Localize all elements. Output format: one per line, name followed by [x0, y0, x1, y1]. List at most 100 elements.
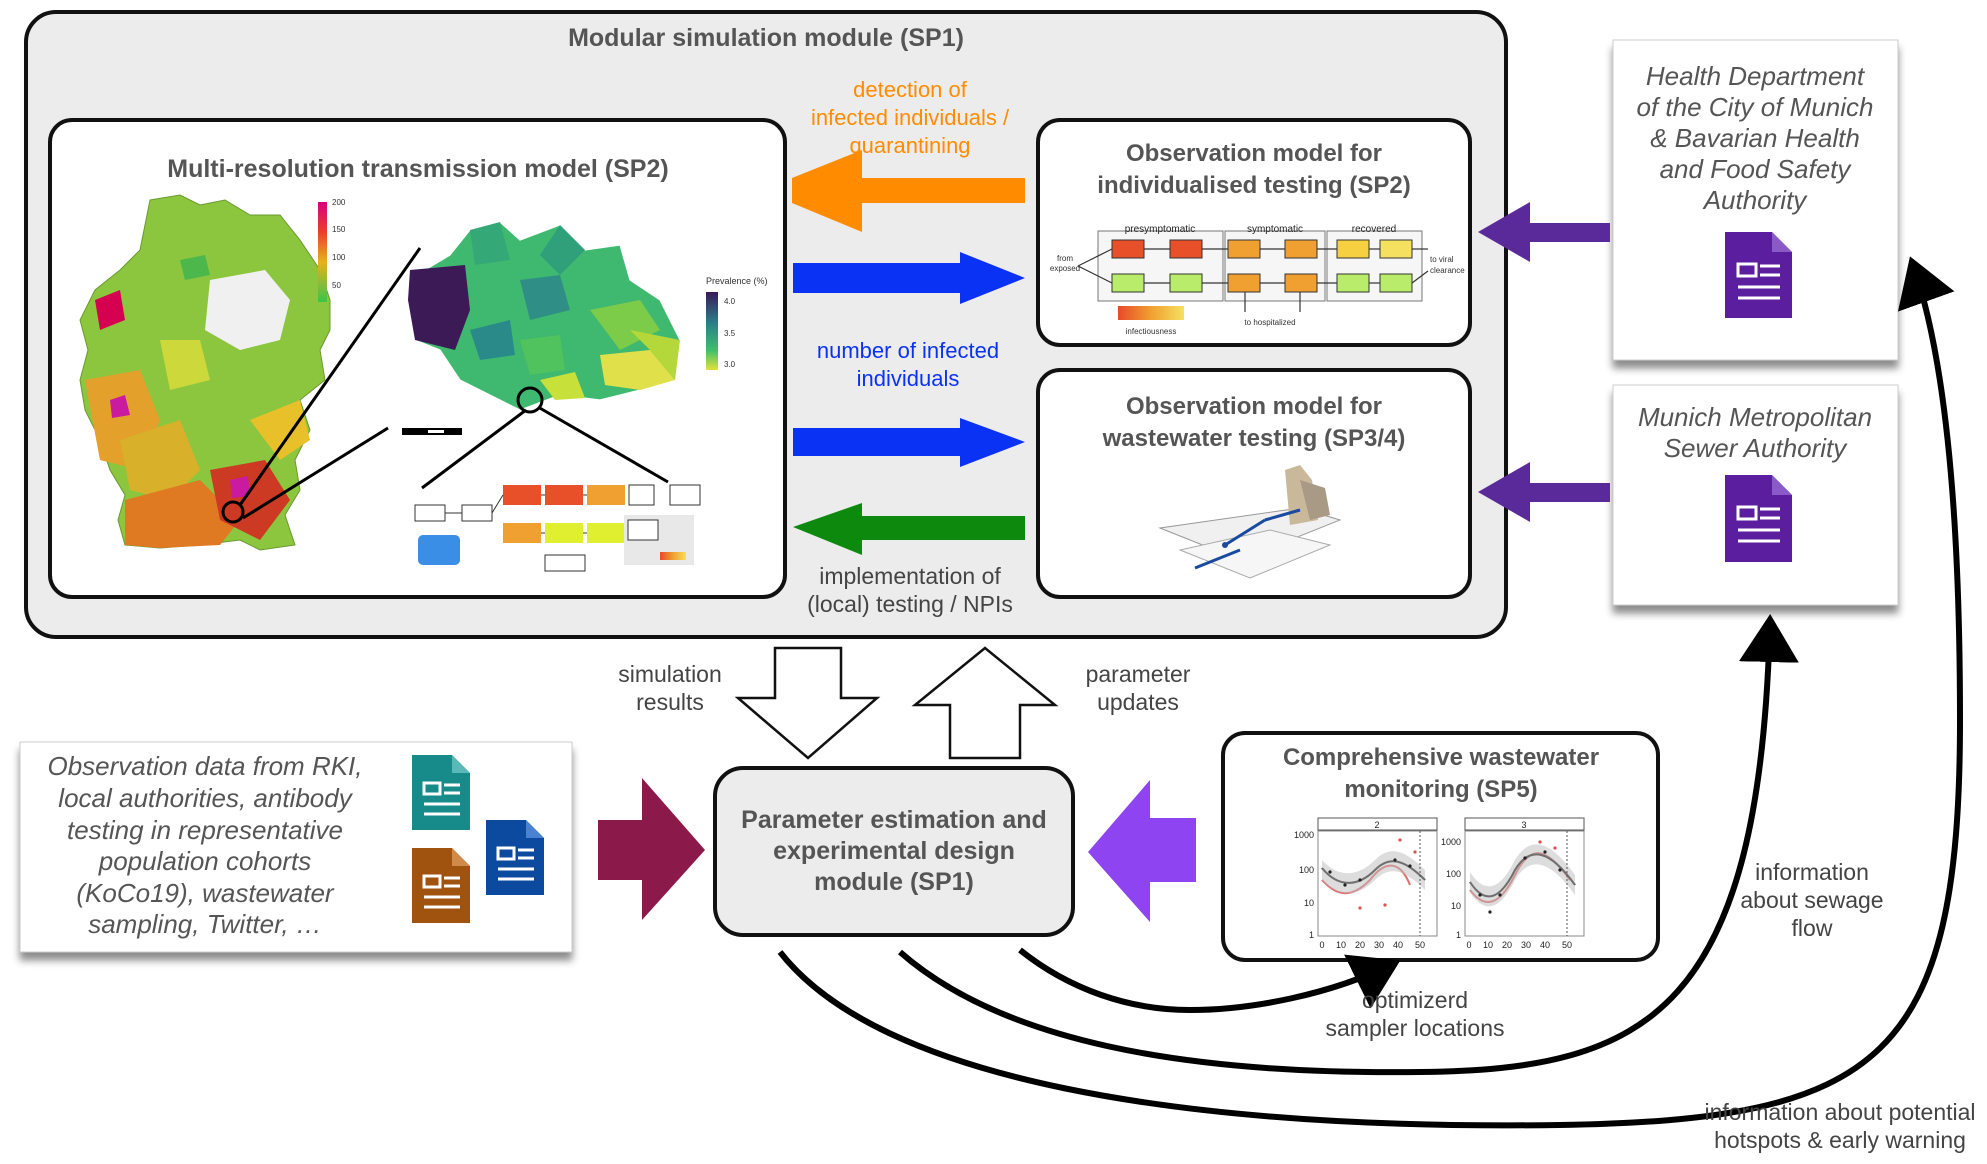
- svg-text:(KoCo19), wastewater: (KoCo19), wastewater: [76, 878, 335, 908]
- observation-data-card: [19, 741, 573, 953]
- document-icon: [1725, 232, 1792, 318]
- wastewater-plot-panel: 2: [1317, 817, 1438, 937]
- svg-text:information about potential: information about potential: [1704, 1099, 1975, 1125]
- svg-text:Health Department: Health Department: [1646, 61, 1866, 91]
- obs-individual-title-line: individualised testing (SP2): [1097, 172, 1410, 199]
- munich-prevalence-map: Prevalence (%) 4.0 3.5 3.0: [402, 221, 768, 435]
- svg-text:1000: 1000: [1441, 837, 1461, 847]
- obs-wastewater-title-line: wastewater testing (SP3/4): [1102, 425, 1406, 452]
- orange-arrow-left: [792, 150, 1025, 232]
- svg-text:testing in representative: testing in representative: [67, 815, 343, 845]
- blue-arrow-right: [793, 252, 1025, 304]
- svg-text:100: 100: [1299, 865, 1314, 875]
- svg-text:1: 1: [1309, 930, 1314, 940]
- svg-text:sampling, Twitter, …: sampling, Twitter, …: [88, 909, 322, 939]
- obs-individual-title-line: Observation model for: [1126, 140, 1382, 167]
- svg-text:& Bavarian Health: & Bavarian Health: [1650, 123, 1860, 153]
- sampler-locations-label: optimizerd sampler locations: [1326, 987, 1505, 1041]
- svg-text:updates: updates: [1097, 689, 1179, 715]
- hotspots-label: information about potential hotspots & e…: [1704, 1099, 1975, 1153]
- compartment-model-thumbnail: [414, 484, 701, 572]
- munich-legend-tick: 4.0: [724, 297, 736, 306]
- zoom-line: [537, 405, 669, 484]
- obs-wastewater-box: Observation model for wastewater testing…: [1036, 368, 1472, 599]
- germany-prevalence-map: 200 150 100 50: [79, 194, 346, 551]
- panel-label: 2: [1374, 820, 1379, 830]
- svg-text:10: 10: [1451, 901, 1461, 911]
- flow-hospital-label: to hospitalized: [1244, 318, 1295, 327]
- transmission-model-box: Multi-resolution transmission model (SP2…: [48, 118, 787, 599]
- svg-text:40: 40: [1540, 940, 1550, 950]
- svg-text:20: 20: [1355, 940, 1365, 950]
- document-icon: [486, 820, 544, 895]
- sampler-locations-arrow: [1018, 947, 1401, 1014]
- svg-text:1000: 1000: [1294, 830, 1314, 840]
- detection-label: detection of infected individuals / quar…: [811, 77, 1010, 158]
- flow-from-label: exposed: [1050, 264, 1080, 273]
- panel-label: 3: [1521, 820, 1526, 830]
- number-infected-label: number of infected individuals: [817, 338, 999, 391]
- svg-text:population cohorts: population cohorts: [98, 846, 311, 876]
- svg-text:optimizerd: optimizerd: [1362, 987, 1468, 1013]
- svg-text:about sewage: about sewage: [1740, 887, 1883, 913]
- observation-data-text: Observation data from RKI, local authori…: [47, 751, 362, 939]
- flow-infectiousness-label: infectiousness: [1126, 327, 1177, 336]
- zoom-line: [242, 426, 389, 520]
- svg-text:simulation: simulation: [618, 661, 722, 687]
- simulation-results-label: simulation results: [618, 661, 722, 715]
- svg-text:results: results: [636, 689, 704, 715]
- document-icon: [412, 848, 470, 923]
- sewage-flow-label: information about sewage flow: [1740, 859, 1883, 941]
- svg-text:Observation data from RKI,: Observation data from RKI,: [47, 751, 362, 781]
- flow-stage-label: recovered: [1352, 224, 1396, 235]
- svg-text:Authority: Authority: [1702, 185, 1809, 215]
- svg-text:of the City of Munich: of the City of Munich: [1637, 92, 1874, 122]
- purple-arrow-left: [1478, 462, 1610, 522]
- svg-text:detection of: detection of: [853, 77, 968, 102]
- parameter-estimation-line: Parameter estimation and: [741, 806, 1047, 834]
- individual-testing-flowchart: from exposed presymptomatic symptomatic …: [1050, 224, 1465, 336]
- obs-wastewater-title-line: Observation model for: [1126, 393, 1382, 420]
- svg-text:infected individuals /: infected individuals /: [811, 105, 1010, 130]
- svg-text:(local) testing / NPIs: (local) testing / NPIs: [807, 591, 1013, 617]
- blue-arrow-right: [793, 418, 1025, 467]
- purple-arrow-left: [1478, 202, 1610, 262]
- health-department-text: Health Department of the City of Munich …: [1637, 61, 1874, 215]
- germany-legend-tick: 100: [332, 253, 346, 262]
- simulation-module-title: Modular simulation module (SP1): [568, 24, 964, 52]
- munich-legend-title: Prevalence (%): [706, 276, 768, 286]
- sewer-network-illustration: [1158, 465, 1342, 579]
- svg-text:hotspots & early warning: hotspots & early warning: [1714, 1127, 1966, 1153]
- sewer-authority-text: Munich Metropolitan Sewer Authority: [1638, 402, 1872, 463]
- wastewater-monitoring-title-line: monitoring (SP5): [1344, 776, 1537, 803]
- parameter-estimation-line: experimental design: [773, 837, 1015, 865]
- document-icon: [412, 755, 470, 830]
- svg-text:information: information: [1755, 859, 1869, 885]
- simulation-results-arrow: [734, 646, 881, 760]
- document-icon: [1725, 475, 1792, 562]
- implementation-label: implementation of (local) testing / NPIs: [807, 563, 1013, 617]
- obs-individual-box: Observation model for individualised tes…: [1036, 118, 1472, 347]
- germany-legend-tick: 200: [332, 198, 346, 207]
- transmission-model-title: Multi-resolution transmission model (SP2…: [167, 155, 668, 183]
- svg-text:10: 10: [1336, 940, 1346, 950]
- svg-text:100: 100: [1446, 869, 1461, 879]
- svg-text:20: 20: [1502, 940, 1512, 950]
- svg-text:Munich Metropolitan: Munich Metropolitan: [1638, 402, 1872, 432]
- flow-clearance-label: clearance: [1430, 266, 1465, 275]
- svg-text:30: 30: [1521, 940, 1531, 950]
- germany-legend-tick: 50: [332, 281, 341, 290]
- svg-text:Sewer Authority: Sewer Authority: [1664, 433, 1849, 463]
- green-arrow-left: [793, 503, 1025, 555]
- germany-legend-tick: 150: [332, 225, 346, 234]
- flow-from-label: from: [1057, 254, 1073, 263]
- parameter-updates-arrow: [911, 646, 1059, 760]
- parameter-estimation-line: module (SP1): [814, 868, 974, 896]
- parameter-updates-label: parameter updates: [1086, 661, 1191, 715]
- svg-text:flow: flow: [1792, 915, 1833, 941]
- svg-text:50: 50: [1415, 940, 1425, 950]
- munich-legend-tick: 3.0: [724, 360, 736, 369]
- svg-text:parameter: parameter: [1086, 661, 1191, 687]
- svg-text:40: 40: [1393, 940, 1403, 950]
